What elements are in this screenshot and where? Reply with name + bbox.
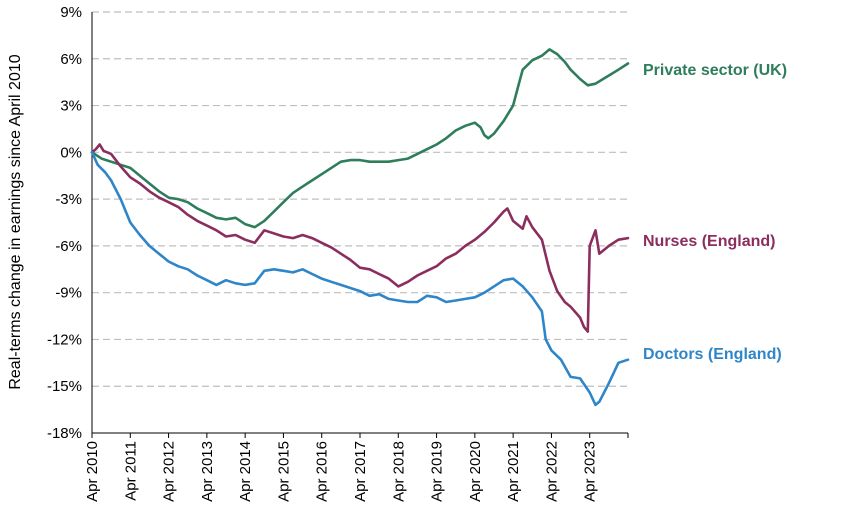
x-tick-label: Apr 2016 bbox=[314, 441, 331, 502]
y-tick-label: -18% bbox=[47, 425, 82, 442]
x-axis-tick-labels: Apr 2010 Apr 2011 Apr 2012 Apr 2013 Apr 2014… bbox=[84, 441, 599, 502]
y-tick-label: 6% bbox=[60, 51, 82, 68]
series-line-0 bbox=[90, 48, 630, 229]
series-label-1: Nurses (England) bbox=[643, 233, 775, 250]
y-tick-label: -3% bbox=[55, 191, 82, 208]
y-tick-label: -12% bbox=[47, 331, 82, 348]
x-tick-label: Apr 2018 bbox=[390, 441, 407, 502]
x-tick-label: Apr 2023 bbox=[582, 441, 599, 502]
axes bbox=[91, 12, 629, 438]
y-tick-label: -15% bbox=[47, 378, 82, 395]
series-labels: Private sector (UK) Nurses (England) Docto… bbox=[643, 62, 787, 363]
x-tick-label: Apr 2012 bbox=[161, 441, 178, 502]
y-tick-label: 0% bbox=[60, 144, 82, 161]
series-line-2 bbox=[90, 151, 630, 407]
x-tick-label: Apr 2021 bbox=[505, 441, 522, 502]
series-line-1 bbox=[90, 143, 630, 333]
y-axis-title: Real-terms change in earnings since Apri… bbox=[7, 54, 24, 389]
y-tick-label: -6% bbox=[55, 238, 82, 255]
x-tick-label: Apr 2013 bbox=[199, 441, 216, 502]
y-tick-label: 9% bbox=[60, 4, 82, 21]
series-label-2: Doctors (England) bbox=[643, 346, 782, 363]
x-tick-label: Apr 2015 bbox=[275, 441, 292, 502]
series-lines bbox=[90, 48, 630, 407]
x-tick-label: Apr 2014 bbox=[237, 441, 254, 502]
x-tick-label: Apr 2020 bbox=[467, 441, 484, 502]
x-tick-label: Apr 2017 bbox=[352, 441, 369, 502]
series-label-0: Private sector (UK) bbox=[643, 62, 787, 79]
y-tick-label: 3% bbox=[60, 98, 82, 115]
x-tick-label: Apr 2010 bbox=[84, 441, 101, 502]
x-tick-label: Apr 2011 bbox=[122, 441, 139, 501]
x-tick-label: Apr 2019 bbox=[429, 441, 446, 502]
y-axis-tick-labels: 9% 6% 3% 0% -3% -6% -9% -12% -15% -18% bbox=[47, 4, 82, 442]
x-tick-label: Apr 2022 bbox=[543, 441, 560, 502]
y-tick-label: -9% bbox=[55, 285, 82, 302]
